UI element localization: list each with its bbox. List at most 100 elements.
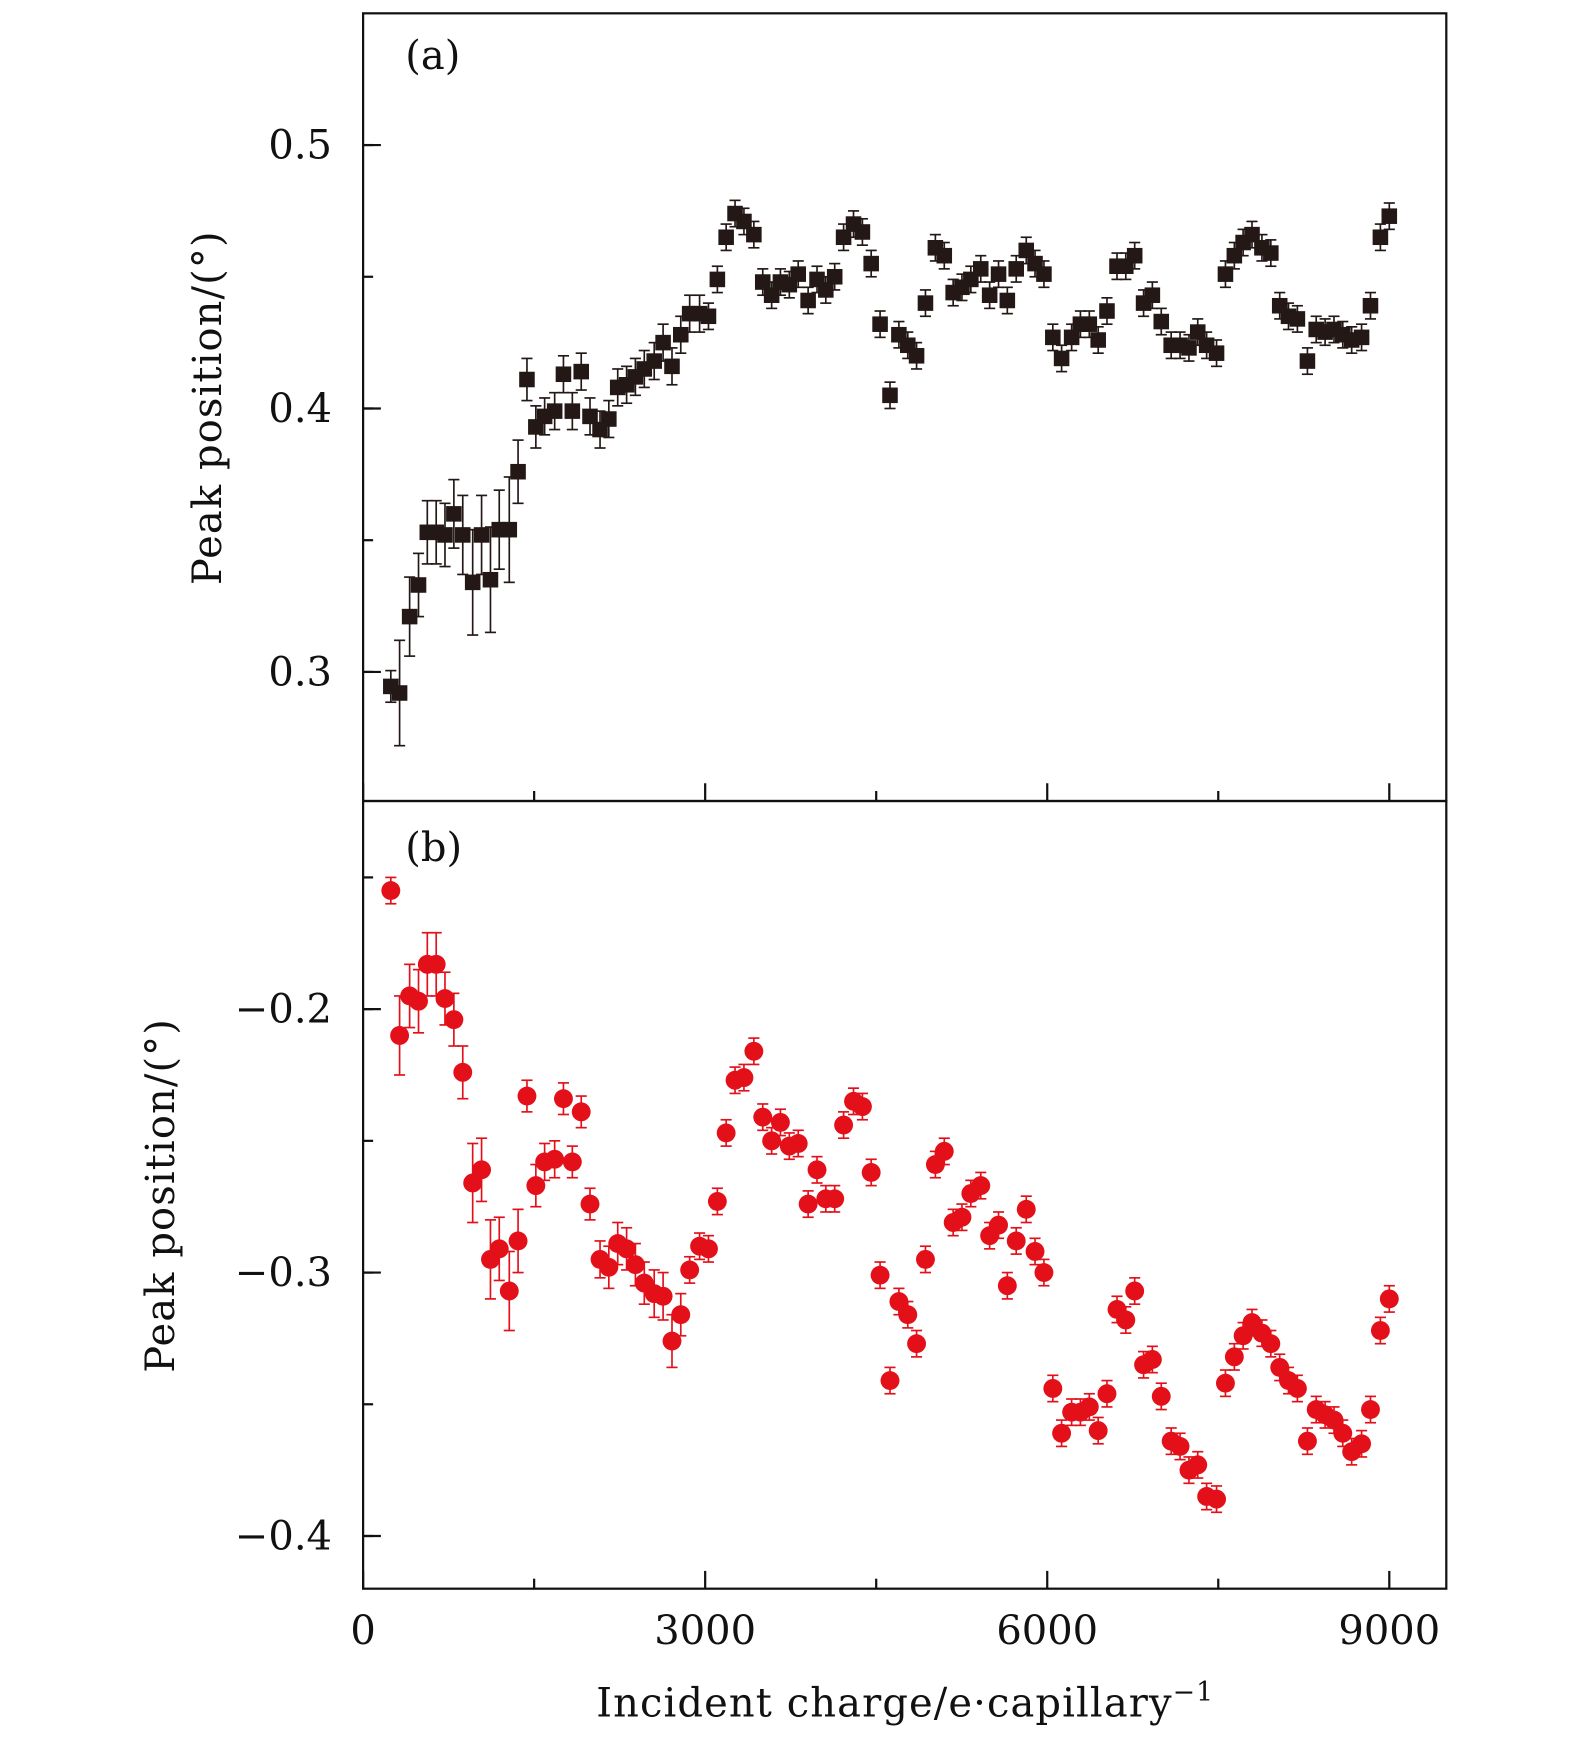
data-point [671,1292,691,1337]
square-marker [519,371,535,388]
data-point [852,1092,872,1121]
data-point [872,310,888,339]
square-marker [601,411,617,427]
y-tick-label: 0.3 [268,649,332,695]
data-point [971,1171,991,1200]
square-marker [1381,208,1398,224]
data-point [582,397,598,436]
data-point [1151,1382,1171,1411]
circle-marker [870,1265,890,1285]
data-point [1352,1429,1372,1458]
square-marker [972,261,989,277]
circle-marker [989,1215,1008,1235]
data-point [580,1187,600,1221]
square-marker [410,577,427,593]
circle-marker [997,1276,1017,1296]
data-point [1153,307,1170,336]
data-point [746,220,762,249]
data-point [707,1187,727,1216]
circle-marker [898,1305,918,1325]
square-marker [1244,226,1260,243]
circle-marker [617,1239,637,1259]
circle-marker [472,1160,492,1180]
data-point [1361,1395,1380,1424]
square-marker [564,403,581,419]
data-point [1097,1379,1117,1408]
square-marker [664,358,680,375]
data-point [999,286,1016,315]
square-marker [818,282,834,298]
data-point [718,223,734,252]
x-tick-label: 3000 [654,1608,756,1654]
data-point [788,1129,808,1158]
square-marker [1081,316,1098,332]
data-point [716,1118,736,1147]
circle-marker [807,1160,827,1180]
data-point [1025,1237,1045,1266]
square-marker [790,266,806,282]
data-point [1043,1374,1063,1403]
data-point [489,1216,509,1282]
square-marker [655,334,671,351]
data-point [1261,1329,1281,1358]
square-marker [981,287,998,303]
circle-marker [1216,1373,1235,1393]
circle-marker [426,954,446,974]
data-point [1079,1392,1099,1421]
data-point [546,391,563,431]
data-point [854,217,871,246]
square-marker [854,224,871,240]
data-point [426,931,446,997]
data-point [997,1271,1017,1300]
circle-marker [744,1041,764,1061]
panel-a-frame [361,12,1448,803]
circle-marker [1142,1350,1162,1369]
y-tick-label: −0.2 [235,986,332,1032]
square-marker [446,506,462,522]
data-point [1053,344,1070,373]
square-marker [1008,261,1024,277]
data-point [1090,325,1106,354]
data-point [753,1103,773,1132]
data-point [1125,1276,1145,1306]
circle-marker [1043,1379,1063,1398]
data-point [444,992,464,1047]
data-point [709,265,726,294]
circle-marker [435,989,455,1009]
data-point [381,876,401,905]
circle-marker [489,1239,509,1259]
circle-marker [861,1163,881,1182]
circle-marker [580,1194,600,1214]
data-point [880,1366,900,1395]
circle-marker [1088,1421,1108,1441]
data-point [409,968,428,1034]
data-point [1263,239,1279,268]
circle-marker [825,1189,845,1209]
data-point [1379,1284,1399,1313]
circle-marker [770,1112,790,1132]
data-point [1016,1195,1036,1224]
x-tick-label: 6000 [996,1608,1098,1654]
data-point [790,260,806,289]
circle-marker [762,1131,782,1151]
data-point [510,439,526,505]
circle-marker [1207,1489,1226,1509]
circle-marker [1333,1423,1353,1443]
data-point [834,1111,854,1140]
data-point [952,1203,972,1232]
circle-marker [707,1191,727,1211]
data-point [1142,1345,1162,1374]
data-point [1081,310,1098,339]
circle-marker [1379,1289,1399,1309]
circle-marker [699,1239,718,1259]
data-point [1188,1450,1208,1479]
data-point [517,1079,537,1113]
panel-b-label: (b) [405,825,462,871]
circle-marker [916,1249,935,1269]
data-point [1036,260,1052,289]
data-point [934,1137,954,1166]
data-point [501,476,518,584]
square-marker [1099,303,1115,319]
y-tick-label: −0.4 [235,1513,332,1559]
circle-marker [934,1141,954,1161]
